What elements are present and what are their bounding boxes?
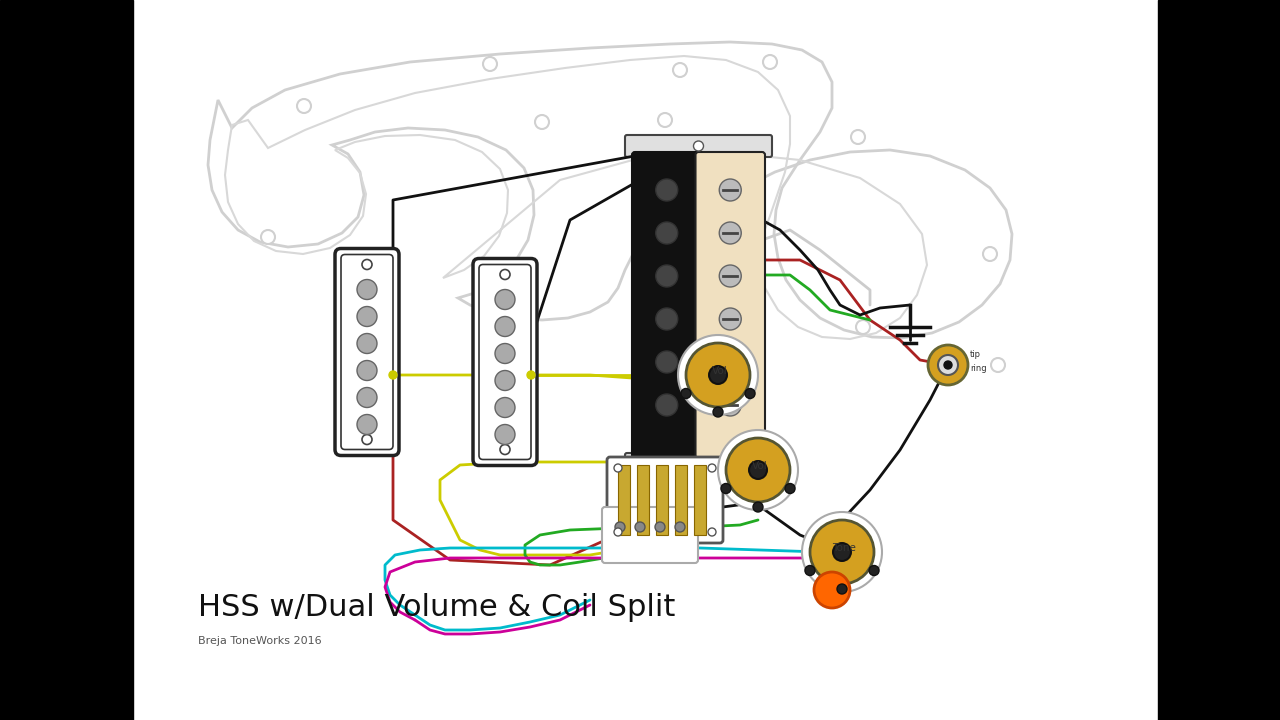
Circle shape <box>837 584 847 594</box>
Circle shape <box>655 351 677 373</box>
Circle shape <box>527 371 535 379</box>
Circle shape <box>686 343 750 407</box>
Circle shape <box>718 430 797 510</box>
Text: Tone: Tone <box>832 543 856 553</box>
Circle shape <box>500 444 509 454</box>
Circle shape <box>297 99 311 113</box>
Circle shape <box>708 464 716 472</box>
Circle shape <box>938 355 957 375</box>
Circle shape <box>357 307 378 326</box>
Circle shape <box>535 115 549 129</box>
Circle shape <box>495 397 515 418</box>
Polygon shape <box>209 42 1012 338</box>
Circle shape <box>483 57 497 71</box>
Bar <box>1158 0 1280 720</box>
FancyBboxPatch shape <box>607 457 723 543</box>
Circle shape <box>655 394 677 416</box>
Circle shape <box>655 522 666 532</box>
Circle shape <box>810 520 874 584</box>
Circle shape <box>803 512 882 592</box>
Circle shape <box>673 63 687 77</box>
FancyBboxPatch shape <box>479 264 531 459</box>
Circle shape <box>614 464 622 472</box>
Circle shape <box>713 407 723 417</box>
Text: Vol: Vol <box>753 461 768 471</box>
Circle shape <box>389 371 397 379</box>
Circle shape <box>675 522 685 532</box>
Circle shape <box>614 522 625 532</box>
Circle shape <box>362 434 372 444</box>
Circle shape <box>749 461 767 479</box>
Bar <box>0 0 133 720</box>
FancyBboxPatch shape <box>340 254 393 449</box>
Circle shape <box>719 394 741 416</box>
Circle shape <box>851 130 865 144</box>
FancyBboxPatch shape <box>632 152 701 458</box>
Bar <box>694 465 707 535</box>
FancyBboxPatch shape <box>625 135 772 157</box>
Bar <box>637 465 649 535</box>
Circle shape <box>708 528 716 536</box>
Circle shape <box>709 366 727 384</box>
Circle shape <box>745 389 755 398</box>
Circle shape <box>261 230 275 244</box>
Circle shape <box>719 222 741 244</box>
Circle shape <box>500 269 509 279</box>
Circle shape <box>357 387 378 408</box>
Circle shape <box>719 308 741 330</box>
Circle shape <box>726 438 790 502</box>
Circle shape <box>614 528 622 536</box>
Text: Breja ToneWorks 2016: Breja ToneWorks 2016 <box>198 636 321 646</box>
Circle shape <box>943 361 952 369</box>
Circle shape <box>805 565 815 575</box>
Text: Vol: Vol <box>712 366 728 376</box>
FancyBboxPatch shape <box>602 507 698 563</box>
Circle shape <box>655 179 677 201</box>
Circle shape <box>694 141 704 151</box>
Circle shape <box>495 371 515 390</box>
Circle shape <box>856 320 870 334</box>
Circle shape <box>991 358 1005 372</box>
Bar <box>675 465 687 535</box>
Circle shape <box>635 522 645 532</box>
Circle shape <box>869 565 879 575</box>
Circle shape <box>357 415 378 434</box>
Text: ring: ring <box>970 364 987 373</box>
Circle shape <box>719 265 741 287</box>
Text: tip: tip <box>970 350 980 359</box>
Circle shape <box>833 543 851 561</box>
Circle shape <box>678 335 758 415</box>
Circle shape <box>928 345 968 385</box>
Circle shape <box>357 279 378 300</box>
Circle shape <box>357 333 378 354</box>
Circle shape <box>357 361 378 380</box>
Bar <box>618 465 630 535</box>
Circle shape <box>348 259 362 273</box>
Circle shape <box>681 389 691 398</box>
Circle shape <box>495 425 515 444</box>
Circle shape <box>719 179 741 201</box>
Circle shape <box>814 572 850 608</box>
FancyBboxPatch shape <box>335 248 399 456</box>
Circle shape <box>785 484 795 493</box>
Circle shape <box>495 289 515 310</box>
FancyBboxPatch shape <box>474 258 538 466</box>
Circle shape <box>495 317 515 336</box>
FancyBboxPatch shape <box>625 453 772 475</box>
Circle shape <box>763 55 777 69</box>
Circle shape <box>753 502 763 512</box>
Circle shape <box>655 222 677 244</box>
Circle shape <box>655 308 677 330</box>
Circle shape <box>721 484 731 493</box>
Circle shape <box>495 343 515 364</box>
Circle shape <box>719 351 741 373</box>
Circle shape <box>362 259 372 269</box>
FancyBboxPatch shape <box>695 152 765 458</box>
Bar <box>655 465 668 535</box>
Text: HSS w/Dual Volume & Coil Split: HSS w/Dual Volume & Coil Split <box>198 593 676 622</box>
Circle shape <box>983 247 997 261</box>
Circle shape <box>655 265 677 287</box>
Circle shape <box>658 113 672 127</box>
